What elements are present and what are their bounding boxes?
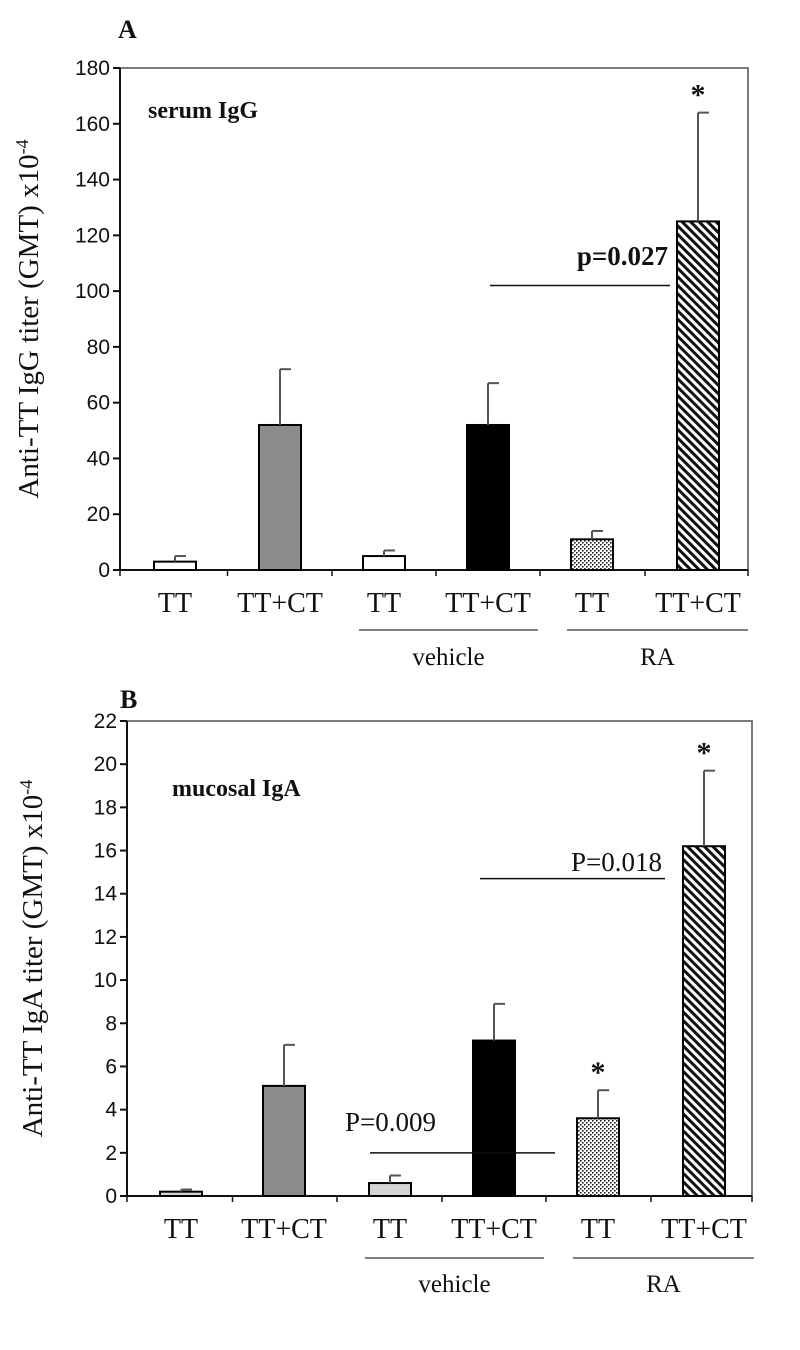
x-category-label: TT+CT <box>445 588 531 619</box>
panel-letter: B <box>120 685 137 714</box>
y-tick-label: 2 <box>105 1142 117 1165</box>
y-tick-label: 10 <box>94 969 117 992</box>
y-tick-label: 180 <box>75 57 110 80</box>
significance-star: * <box>591 1056 606 1089</box>
y-tick-label: 0 <box>105 1185 117 1208</box>
x-category-label: TT <box>575 588 609 619</box>
y-tick-label: 140 <box>75 169 110 192</box>
x-category-label: TT+CT <box>241 1214 327 1245</box>
bar <box>682 845 726 1198</box>
y-axis-label-exponent: -4 <box>12 139 32 154</box>
y-tick-label: 60 <box>87 392 110 415</box>
y-axis-label: Anti-TT IgA titer (GMT) x10-4 <box>16 780 49 1138</box>
bar <box>258 423 302 571</box>
bar <box>466 423 510 571</box>
bar <box>153 560 197 572</box>
y-axis-label-exponent: -4 <box>16 780 36 795</box>
y-tick-label: 20 <box>87 503 110 526</box>
x-category-label: TT+CT <box>661 1214 747 1245</box>
x-category-label: TT+CT <box>655 588 741 619</box>
panel-title: serum IgG <box>148 98 258 124</box>
bar <box>576 1117 620 1197</box>
p-value-label: P=0.009 <box>345 1107 436 1137</box>
x-category-label: TT <box>164 1214 198 1245</box>
y-tick-label: 6 <box>105 1055 117 1078</box>
significance-star: * <box>697 737 712 770</box>
x-category-label: TT <box>373 1214 407 1245</box>
y-tick-label: 160 <box>75 113 110 136</box>
y-tick-label: 22 <box>94 710 117 733</box>
y-tick-label: 0 <box>98 559 110 582</box>
p-value-label: P=0.018 <box>571 847 662 877</box>
y-tick-label: 8 <box>105 1012 117 1035</box>
x-category-label: TT+CT <box>451 1214 537 1245</box>
x-category-label: TT <box>581 1214 615 1245</box>
x-category-label: TT+CT <box>237 588 323 619</box>
significance-star: * <box>691 79 706 112</box>
group-label: vehicle <box>412 644 484 671</box>
bar <box>676 220 720 571</box>
y-tick-label: 14 <box>94 883 118 906</box>
group-label: RA <box>640 644 675 671</box>
bar <box>362 555 406 571</box>
y-tick-label: 100 <box>75 280 110 303</box>
y-tick-label: 18 <box>94 796 117 819</box>
y-tick-label: 20 <box>94 753 117 776</box>
y-tick-label: 4 <box>105 1099 117 1122</box>
group-label: vehicle <box>418 1271 490 1298</box>
panel-title: mucosal IgA <box>172 776 301 802</box>
y-tick-label: 80 <box>87 336 110 359</box>
bar <box>368 1182 412 1197</box>
x-category-label: TT <box>158 588 192 619</box>
y-axis-label: Anti-TT IgG titer (GMT) x10-4 <box>12 139 45 498</box>
panel-b: B 0 2 4 6 8 10 12 14 16 18 20 22 Anti-TT IgA titer (G… <box>16 685 754 1298</box>
panel-letter: A <box>118 15 137 44</box>
y-tick-label: 120 <box>75 224 110 247</box>
y-tick-label: 12 <box>94 926 117 949</box>
bar <box>472 1039 516 1197</box>
x-category-label: TT <box>367 588 401 619</box>
panel-a: A 0 20 40 60 80 100 120 140 160 180 Anti-TT IgG tit… <box>12 15 749 671</box>
p-value-label: p=0.027 <box>577 241 668 271</box>
plot-frame <box>119 67 749 571</box>
bar <box>262 1084 306 1197</box>
bar <box>570 538 614 571</box>
y-tick-label: 16 <box>94 840 117 863</box>
bar <box>159 1190 203 1197</box>
group-label: RA <box>646 1271 681 1298</box>
y-tick-label: 40 <box>87 447 110 470</box>
